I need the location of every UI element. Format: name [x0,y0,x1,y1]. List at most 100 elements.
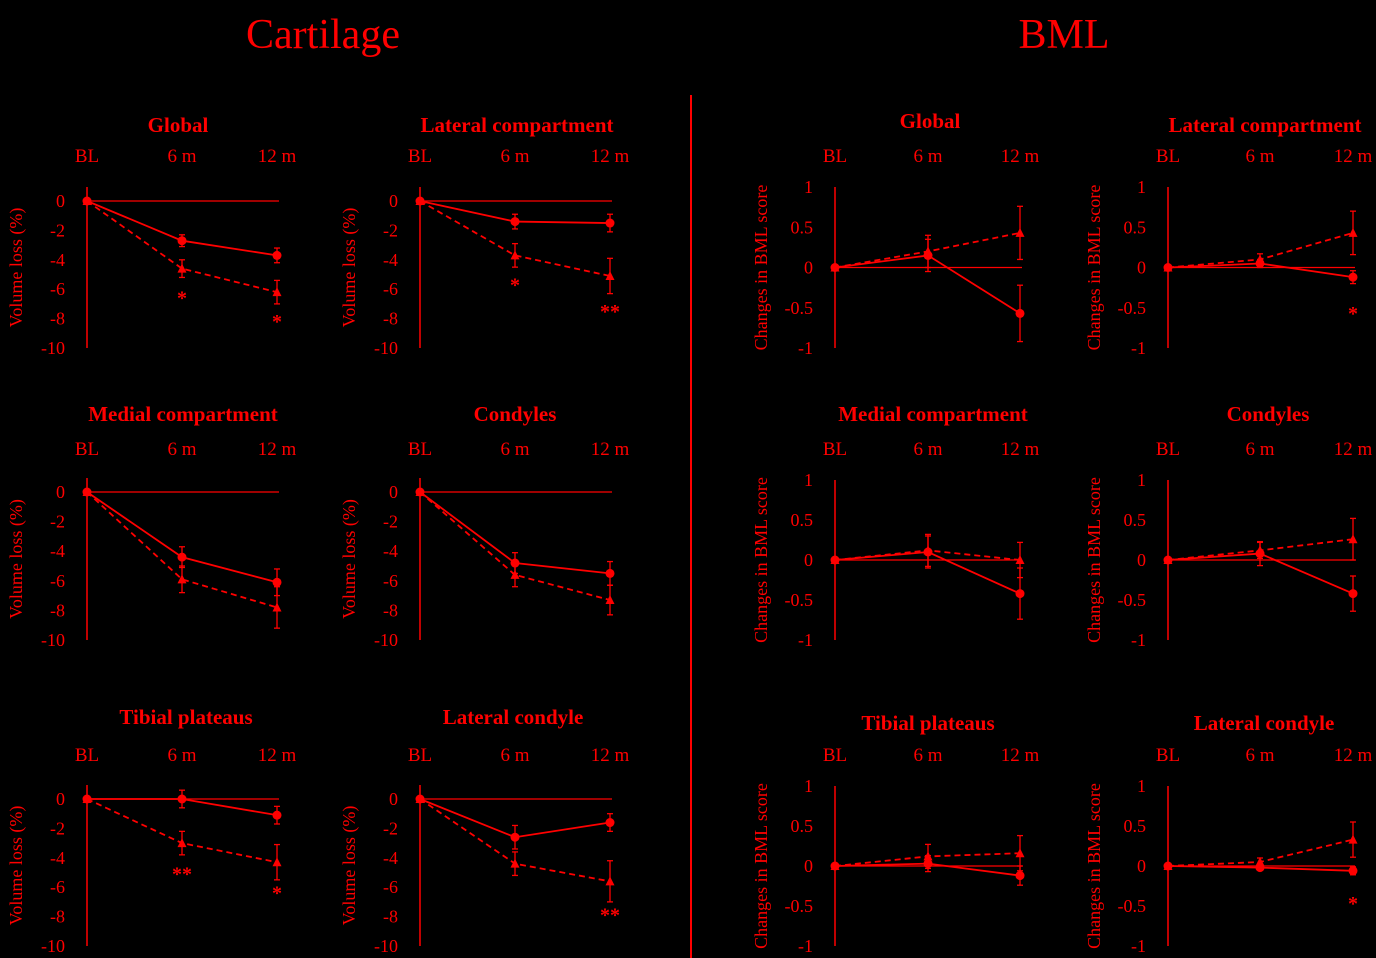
x-tick-label: BL [1156,439,1180,460]
y-tick-label: 1 [804,470,813,490]
y-tick-label: 0.5 [1124,816,1147,836]
x-tick-label: 6 m [913,745,942,766]
data-point [510,858,520,868]
data-point [510,217,520,227]
significance-label: ** [600,905,620,927]
y-tick-label: -4 [383,541,398,561]
chart-panel: Condyles BL 6 m 12 m 0 -2 -4 -6 -8 -10 Volume loss… [339,402,629,650]
series-line [419,200,611,277]
y-tick-label: 0 [804,550,813,570]
series-dashed [1163,210,1358,272]
y-tick-label: -8 [50,600,65,620]
x-tick-label: 12 m [258,745,297,766]
chart-title: Medial compartment [838,402,1028,426]
y-axis-label: Volume loss (%) [6,208,27,328]
series-dashed [415,196,615,295]
data-point [1348,272,1358,282]
data-point [923,851,933,861]
data-point [82,794,92,803]
y-tick-label: -6 [383,877,398,897]
x-tick-label: 12 m [258,439,297,460]
x-tick-label: 12 m [591,745,630,766]
data-point [177,552,187,562]
chart-panel: Global BL 6 m 12 m 1 0.5 0 -0.5 -1 Changes in BML… [751,109,1039,358]
series-dashed [415,794,615,903]
data-point [177,263,187,273]
y-tick-label: 0 [804,258,813,278]
chart-title: Tibial plateaus [861,711,994,735]
series-dashed [82,196,282,305]
chart-title: Condyles [474,402,557,426]
chart-panel: Medial compartment BL 6 m 12 m 0 -2 -4 -6 -8 -10 V… [6,402,296,650]
y-tick-label: 0 [56,482,65,502]
y-axis-label: Changes in BML score [751,185,771,351]
y-tick-label: -10 [41,338,65,358]
data-point [830,262,840,272]
data-point [605,876,615,886]
y-axis-label: Volume loss (%) [6,806,27,926]
y-tick-label: -0.5 [1118,590,1147,610]
y-axis-label: Changes in BML score [751,783,771,949]
data-point [177,574,187,584]
y-tick-label: -10 [374,630,398,650]
y-tick-label: 0 [1137,550,1146,570]
significance-label: * [272,883,282,905]
data-point [1348,866,1358,876]
series-line [86,200,278,294]
data-point [605,568,615,578]
chart-title: Lateral condyle [1194,711,1335,735]
y-tick-label: 1 [1137,177,1146,197]
y-tick-label: -6 [50,877,65,897]
x-tick-label: 6 m [500,439,529,460]
chart-panel: Tibial plateaus BL 6 m 12 m 1 0.5 0 -0.5 -1 Chang… [751,711,1039,956]
x-tick-label: 6 m [1245,439,1274,460]
y-tick-label: -4 [50,250,65,270]
data-point [415,196,425,205]
y-tick-label: -10 [41,630,65,650]
y-tick-label: 0 [1137,856,1146,876]
x-tick-label: 6 m [500,745,529,766]
data-point [82,196,92,205]
significance-label: ** [172,864,192,886]
y-axis-label: Changes in BML score [751,477,771,643]
chart-title: Medial compartment [88,402,278,426]
data-point [1348,589,1358,599]
x-tick-label: BL [75,745,99,766]
data-point [415,487,425,496]
y-tick-label: -10 [374,338,398,358]
y-tick-label: -8 [383,600,398,620]
data-point [1015,308,1025,318]
y-tick-label: -8 [50,309,65,329]
series-dashed [82,487,282,629]
y-tick-label: -2 [383,818,398,838]
y-tick-label: 1 [1137,470,1146,490]
significance-label: * [177,288,187,310]
y-tick-label: -6 [50,571,65,591]
series-dashed [830,533,1025,579]
series-solid [415,794,615,850]
data-point [605,218,615,228]
data-point [510,832,520,842]
y-axis-label: Volume loss (%) [339,499,360,619]
data-point [1015,871,1025,881]
section-title-bml: BML [1018,12,1109,58]
data-point [605,270,615,280]
y-tick-label: -4 [50,541,65,561]
y-tick-label: -1 [1131,630,1146,650]
series-solid [82,789,282,825]
y-tick-label: -0.5 [1118,298,1147,318]
x-tick-label: BL [1156,745,1180,766]
significance-label: * [272,311,282,333]
x-tick-label: 6 m [167,146,196,167]
y-tick-label: 0.5 [1124,510,1147,530]
significance-label: ** [600,301,620,323]
series-dashed [830,205,1025,272]
x-tick-label: 6 m [913,146,942,167]
x-tick-label: BL [1156,146,1180,167]
data-point [415,794,425,803]
y-tick-label: -6 [383,571,398,591]
y-tick-label: 0 [389,789,398,809]
data-point [272,810,282,820]
chart-title: Tibial plateaus [119,705,252,729]
y-tick-label: -2 [383,512,398,532]
